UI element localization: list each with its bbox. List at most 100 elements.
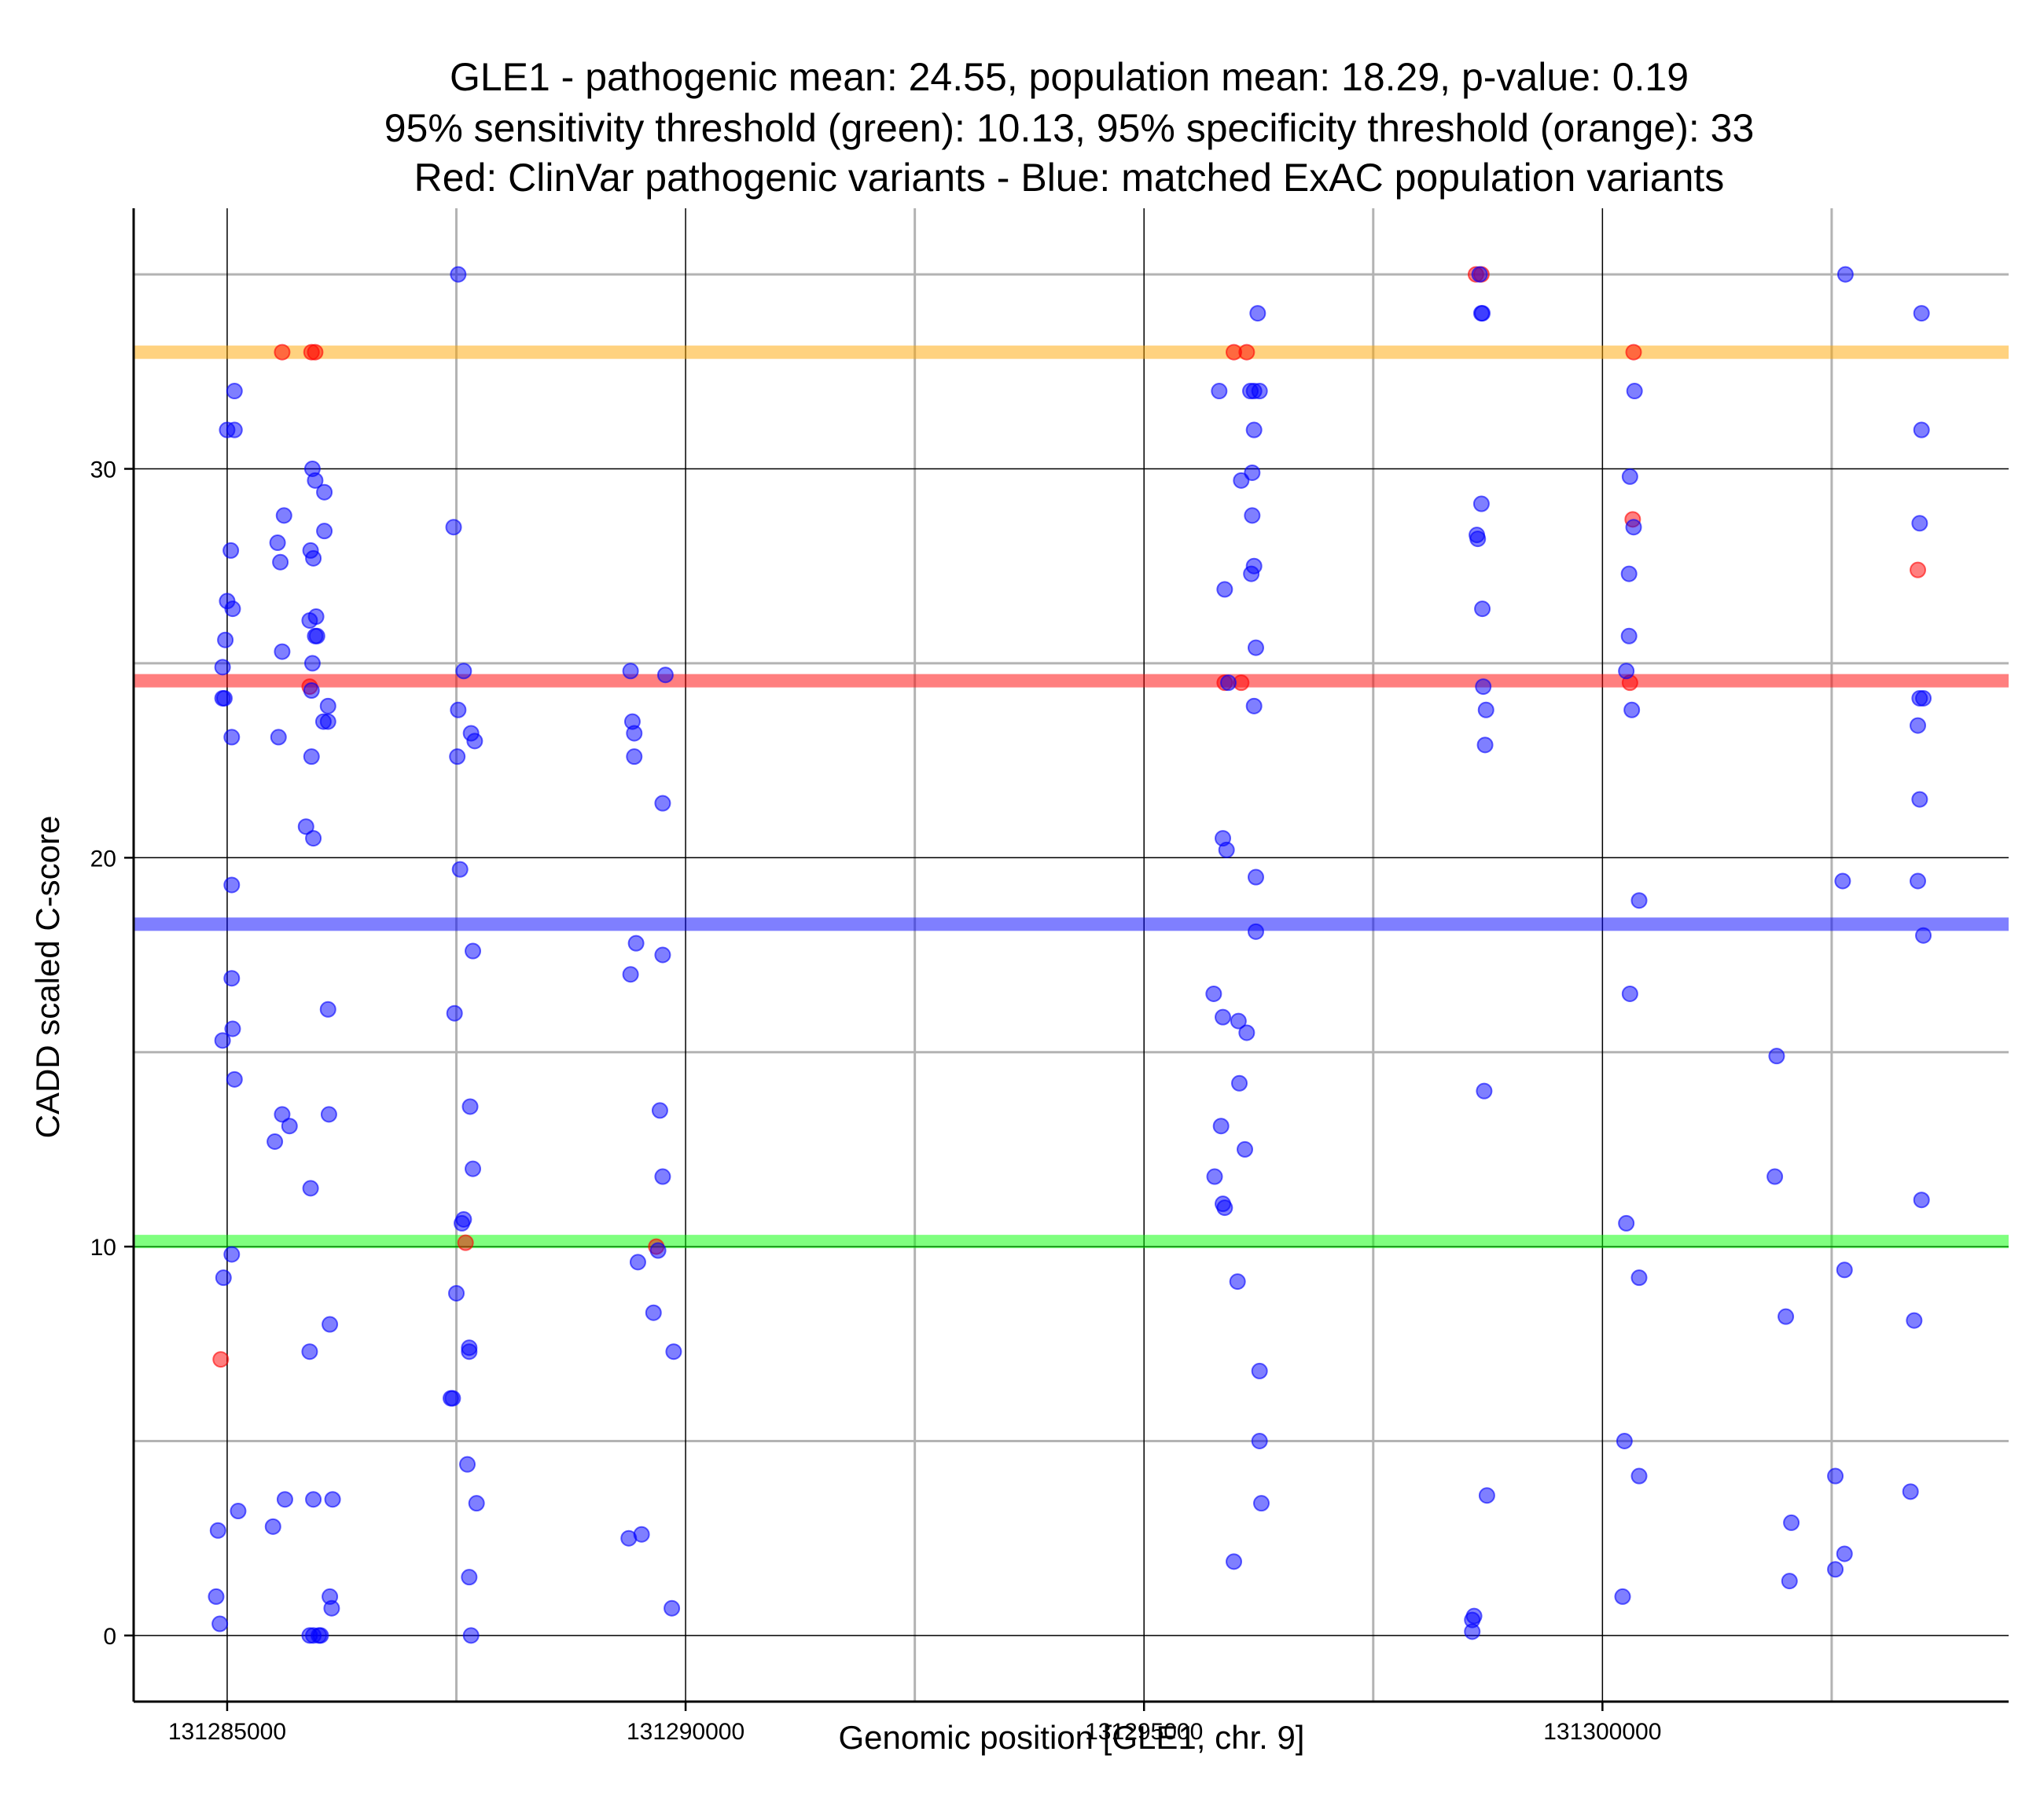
- point-s1-137: [1220, 674, 1237, 692]
- point-s1-49: [319, 713, 336, 730]
- threshold-lines: [134, 345, 2009, 1249]
- point-s1-71: [461, 1569, 478, 1586]
- point-s1-77: [451, 861, 469, 878]
- x-tick-label-2: 131295000: [1085, 1719, 1203, 1745]
- point-s1-29: [272, 553, 289, 571]
- point-s1-88: [629, 1254, 646, 1271]
- point-s1-152: [1471, 266, 1488, 283]
- point-s1-30: [269, 534, 286, 552]
- point-s1-115: [1229, 1273, 1246, 1291]
- x-axis-title: Genomic position [GLE1, chr. 9]: [839, 1719, 1305, 1756]
- point-s1-182: [1910, 872, 1927, 890]
- point-s1-45: [297, 818, 314, 835]
- point-s1-70: [459, 1456, 476, 1473]
- point-s1-72: [462, 1627, 480, 1644]
- point-s1-119: [1237, 1140, 1254, 1158]
- point-s1-101: [623, 713, 641, 730]
- point-s1-135: [1251, 383, 1268, 400]
- point-s1-169: [1777, 1308, 1795, 1325]
- point-s1-25: [274, 1106, 291, 1123]
- point-s1-40: [301, 1343, 318, 1360]
- point-s1-136: [1249, 305, 1266, 322]
- point-s1-95: [622, 966, 639, 983]
- point-s1-160: [1623, 701, 1641, 718]
- point-s1-87: [633, 1526, 650, 1543]
- major-gridlines: [134, 208, 2009, 1702]
- point-s1-144: [1477, 701, 1494, 718]
- point-s1-172: [1827, 1561, 1844, 1578]
- point-s1-187: [1911, 515, 1928, 532]
- point-s1-64: [444, 1390, 461, 1407]
- point-s1-145: [1475, 678, 1492, 696]
- point-s1-26: [281, 1118, 298, 1135]
- point-s1-52: [303, 655, 321, 672]
- point-s1-83: [455, 663, 472, 680]
- point-s1-188: [1913, 421, 1930, 439]
- point-s1-56: [307, 608, 325, 626]
- x-tick-label-1: 131290000: [627, 1719, 744, 1745]
- y-tick-label-2: 20: [90, 846, 116, 872]
- point-s1-157: [1630, 1269, 1648, 1287]
- point-s1-106: [1216, 1199, 1233, 1217]
- point-s1-99: [626, 748, 643, 766]
- point-s1-14: [217, 631, 234, 648]
- x-axis-ticks: 131285000 131290000 131295000 131300000: [168, 1702, 1661, 1745]
- point-s0-3: [307, 343, 324, 361]
- point-s1-23: [276, 1491, 293, 1508]
- point-s1-158: [1621, 985, 1638, 1002]
- y-tick-label-1: 10: [90, 1235, 116, 1261]
- point-s1-118: [1238, 1024, 1255, 1041]
- point-s1-17: [222, 542, 240, 559]
- point-s1-1: [208, 1588, 225, 1605]
- point-s1-73: [468, 1495, 485, 1512]
- point-s1-116: [1231, 1074, 1248, 1092]
- title-line-2: 95% sensitivity threshold (green): 10.13…: [384, 106, 1755, 150]
- point-s1-42: [302, 1180, 319, 1197]
- point-s1-24: [267, 1133, 284, 1150]
- point-s1-125: [1245, 697, 1263, 714]
- point-s1-189: [1913, 305, 1930, 322]
- point-s1-74: [465, 1160, 482, 1177]
- point-s1-4: [223, 1246, 241, 1263]
- point-s1-111: [1215, 830, 1232, 847]
- point-s1-65: [448, 1284, 465, 1302]
- point-s1-148: [1469, 527, 1486, 544]
- point-s1-93: [664, 1599, 681, 1617]
- point-s1-143: [1476, 736, 1494, 754]
- point-s1-94: [665, 1343, 682, 1360]
- point-s1-69: [461, 1339, 478, 1357]
- point-s1-85: [450, 266, 467, 283]
- point-s1-89: [645, 1304, 662, 1321]
- point-s0-13: [1625, 343, 1642, 361]
- point-s1-91: [654, 1168, 671, 1185]
- point-s1-5: [214, 1032, 231, 1049]
- data-points: [208, 266, 1932, 1644]
- point-s1-128: [1245, 557, 1263, 575]
- point-s1-61: [303, 461, 321, 478]
- point-s1-46: [305, 830, 322, 847]
- point-s1-19: [226, 421, 243, 439]
- point-s1-130: [1233, 472, 1250, 489]
- point-s1-155: [1618, 1214, 1635, 1232]
- point-s1-184: [1910, 717, 1927, 734]
- point-s1-39: [305, 1491, 322, 1508]
- point-s1-163: [1620, 565, 1638, 582]
- point-s1-176: [1834, 872, 1851, 890]
- point-s1-92: [651, 1102, 668, 1119]
- x-tick-label-0: 131285000: [168, 1719, 286, 1745]
- point-s1-41: [322, 1316, 339, 1333]
- point-s1-131: [1244, 464, 1261, 481]
- point-s1-27: [270, 729, 287, 746]
- point-s1-47: [303, 748, 320, 766]
- point-s1-79: [449, 748, 466, 766]
- point-s1-82: [450, 701, 467, 718]
- point-s1-35: [312, 1627, 329, 1644]
- chart-title: GLE1 - pathogenic mean: 24.55, populatio…: [384, 55, 1755, 200]
- point-s1-146: [1474, 600, 1491, 618]
- point-s1-9: [223, 876, 241, 894]
- point-s1-180: [1913, 1192, 1930, 1209]
- point-s1-90: [649, 1242, 667, 1259]
- point-s0-0: [212, 1351, 230, 1368]
- point-s1-28: [274, 643, 291, 660]
